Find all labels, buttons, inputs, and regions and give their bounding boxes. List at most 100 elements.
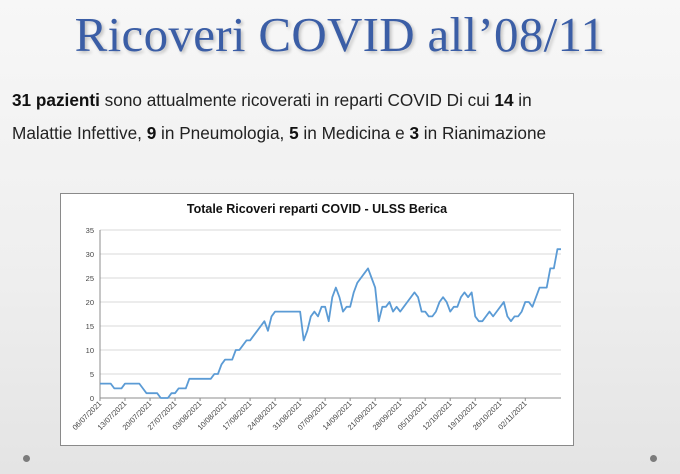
data-point bbox=[378, 321, 379, 322]
data-point bbox=[428, 316, 429, 317]
data-point bbox=[503, 301, 504, 302]
data-point bbox=[139, 383, 140, 384]
data-point bbox=[353, 292, 354, 293]
data-point bbox=[485, 316, 486, 317]
data-point bbox=[414, 292, 415, 293]
data-point bbox=[246, 340, 247, 341]
data-point bbox=[228, 359, 229, 360]
data-point bbox=[253, 335, 254, 336]
data-point bbox=[157, 393, 158, 394]
data-point bbox=[432, 316, 433, 317]
data-point bbox=[192, 378, 193, 379]
series-line bbox=[100, 248, 561, 399]
data-point bbox=[128, 383, 129, 384]
data-point bbox=[117, 388, 118, 389]
data-point bbox=[489, 311, 490, 312]
data-point bbox=[289, 311, 290, 312]
summary-line-1: 31 pazienti sono attualmente ricoverati … bbox=[12, 84, 672, 117]
y-tick-label: 0 bbox=[90, 394, 94, 403]
data-point bbox=[482, 321, 483, 322]
data-point bbox=[507, 316, 508, 317]
y-tick-label: 25 bbox=[86, 274, 94, 283]
line1-segment: in bbox=[513, 90, 532, 110]
data-point bbox=[546, 287, 547, 288]
data-point bbox=[467, 297, 468, 298]
data-point bbox=[171, 393, 172, 394]
data-point bbox=[196, 378, 197, 379]
data-point bbox=[439, 301, 440, 302]
data-point bbox=[407, 301, 408, 302]
data-point bbox=[400, 311, 401, 312]
data-point bbox=[435, 311, 436, 312]
chart-container: Totale Ricoveri reparti COVID - ULSS Ber… bbox=[60, 193, 574, 446]
data-point bbox=[560, 249, 561, 250]
line2-segment: 3 bbox=[409, 123, 420, 143]
data-point bbox=[557, 249, 558, 250]
data-point bbox=[292, 311, 293, 312]
line2-segment: in Rianimazione bbox=[419, 123, 547, 143]
y-tick-label: 5 bbox=[90, 370, 94, 379]
data-point bbox=[528, 301, 529, 302]
data-point bbox=[310, 316, 311, 317]
data-point bbox=[339, 297, 340, 298]
data-point bbox=[249, 340, 250, 341]
line2-segment: in Medicina e bbox=[298, 123, 410, 143]
data-point bbox=[224, 359, 225, 360]
data-point bbox=[167, 397, 168, 398]
line2-segment: 5 bbox=[289, 123, 299, 143]
data-point bbox=[142, 388, 143, 389]
data-point bbox=[153, 393, 154, 394]
data-point bbox=[539, 287, 540, 288]
data-point bbox=[396, 306, 397, 307]
data-point bbox=[364, 273, 365, 274]
data-point bbox=[321, 306, 322, 307]
data-point bbox=[460, 297, 461, 298]
data-point bbox=[453, 306, 454, 307]
data-point bbox=[317, 316, 318, 317]
data-point bbox=[346, 306, 347, 307]
data-point bbox=[282, 311, 283, 312]
data-point bbox=[232, 359, 233, 360]
data-point bbox=[296, 311, 297, 312]
data-point bbox=[450, 311, 451, 312]
data-point bbox=[518, 316, 519, 317]
data-point bbox=[149, 393, 150, 394]
data-point bbox=[303, 340, 304, 341]
y-tick-label: 15 bbox=[86, 322, 94, 331]
data-point bbox=[325, 306, 326, 307]
data-point bbox=[257, 330, 258, 331]
data-point bbox=[392, 311, 393, 312]
data-point bbox=[328, 321, 329, 322]
data-point bbox=[514, 316, 515, 317]
data-point bbox=[278, 311, 279, 312]
data-point bbox=[543, 287, 544, 288]
data-point bbox=[275, 311, 276, 312]
data-point bbox=[307, 330, 308, 331]
data-point bbox=[124, 383, 125, 384]
data-point bbox=[239, 349, 240, 350]
data-point bbox=[446, 301, 447, 302]
data-point bbox=[342, 311, 343, 312]
data-point bbox=[99, 383, 100, 384]
data-point bbox=[235, 349, 236, 350]
data-point bbox=[260, 325, 261, 326]
data-point bbox=[360, 277, 361, 278]
data-point bbox=[410, 297, 411, 298]
data-point bbox=[493, 316, 494, 317]
data-point bbox=[417, 297, 418, 298]
line1-segment: sono attualmente ricoverati in reparti C… bbox=[99, 90, 495, 110]
data-point bbox=[217, 373, 218, 374]
data-point bbox=[535, 297, 536, 298]
data-point bbox=[457, 306, 458, 307]
data-point bbox=[135, 383, 136, 384]
data-point bbox=[107, 383, 108, 384]
data-point bbox=[553, 268, 554, 269]
line2-segment: in Pneumologia, bbox=[156, 123, 290, 143]
data-point bbox=[121, 388, 122, 389]
summary-line-2: Malattie Infettive, 9 in Pneumologia, 5 … bbox=[12, 117, 672, 150]
data-point bbox=[178, 388, 179, 389]
line2-segment: 9 bbox=[146, 123, 157, 143]
y-tick-label: 20 bbox=[86, 298, 94, 307]
slide-title: Ricoveri COVID all’08/11 bbox=[74, 7, 606, 62]
data-point bbox=[285, 311, 286, 312]
